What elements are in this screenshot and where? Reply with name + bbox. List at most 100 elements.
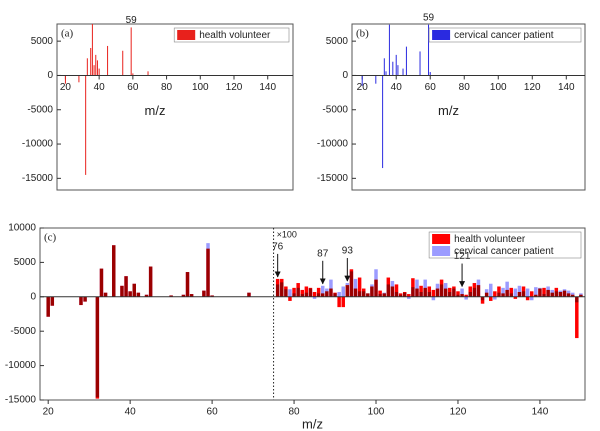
- x-tick-label: 120: [450, 407, 467, 418]
- bar: [288, 289, 292, 297]
- bar: [431, 289, 436, 297]
- bar: [439, 284, 444, 297]
- bar: [333, 293, 337, 297]
- bar: [390, 280, 395, 297]
- bar: [431, 296, 436, 301]
- y-tick-label: 0: [342, 70, 348, 81]
- bar: [460, 288, 464, 297]
- bar: [562, 289, 567, 297]
- x-tick-label: 60: [425, 82, 437, 93]
- bar: [427, 286, 432, 297]
- bar: [280, 282, 284, 297]
- panel-label: (b): [356, 28, 369, 40]
- bar: [308, 288, 313, 297]
- bar: [112, 245, 116, 297]
- x-tick-label: 20: [357, 82, 369, 93]
- bar: [554, 291, 559, 297]
- x-axis-title: m/z: [302, 416, 323, 431]
- bar: [292, 287, 296, 297]
- y-tick-label: -10000: [317, 139, 349, 150]
- bar: [509, 293, 513, 297]
- bar: [136, 292, 141, 297]
- bar: [542, 287, 546, 297]
- bar: [542, 294, 546, 297]
- bar: [312, 296, 317, 299]
- bar: [529, 291, 534, 297]
- bar: [304, 292, 309, 297]
- x-tick-label: 100: [192, 82, 209, 93]
- annotation: 59: [423, 12, 435, 23]
- bar: [361, 291, 366, 297]
- x-tick-label: 100: [368, 407, 385, 418]
- bar: [202, 290, 206, 297]
- x-tick-label: 20: [43, 407, 55, 418]
- bar: [456, 291, 460, 297]
- panel-label: (a): [61, 28, 74, 40]
- x-tick-label: 20: [60, 82, 72, 93]
- bar: [575, 296, 579, 339]
- bar: [443, 283, 448, 297]
- bar: [435, 283, 440, 297]
- y-tick-label: 0: [47, 70, 53, 81]
- bar: [558, 290, 563, 297]
- bar: [394, 291, 399, 297]
- bar: [476, 279, 481, 297]
- bar: [50, 296, 55, 306]
- bar: [312, 291, 317, 297]
- bar: [144, 294, 149, 297]
- bar: [489, 283, 493, 297]
- bar: [378, 290, 382, 297]
- bar: [505, 281, 509, 297]
- bar: [464, 296, 468, 300]
- bar: [398, 294, 403, 297]
- panel: -15000 -10000 -5000 0 5000 20 40 60 80 100 120 140 m…: [22, 15, 294, 191]
- bar: [419, 285, 423, 297]
- bar: [99, 268, 104, 297]
- bar: [169, 295, 173, 297]
- bar: [534, 287, 538, 297]
- y-tick-label: 10000: [8, 223, 36, 234]
- bar: [79, 296, 83, 306]
- bar: [472, 287, 477, 297]
- bar: [275, 284, 280, 297]
- y-tick-label: 0: [30, 291, 36, 302]
- bar: [296, 287, 300, 297]
- bar: [493, 291, 497, 297]
- x-tick-label: 120: [524, 82, 541, 93]
- bar: [337, 291, 341, 297]
- x-tick-label: 40: [391, 82, 403, 93]
- bar: [325, 288, 329, 297]
- bar: [148, 266, 153, 297]
- y-tick-label: -10000: [5, 360, 37, 371]
- bar: [357, 277, 362, 297]
- bar: [513, 296, 518, 299]
- bar: [423, 279, 427, 297]
- x-tick-label: 80: [288, 407, 300, 418]
- bar: [513, 288, 518, 297]
- bar: [316, 293, 321, 297]
- legend-label: health volunteer: [454, 234, 526, 245]
- bar: [394, 284, 399, 297]
- bar: [501, 287, 505, 297]
- bar: [386, 284, 391, 297]
- legend-label: cervical cancer patient: [454, 30, 554, 41]
- x-tick-label: 60: [207, 407, 219, 418]
- y-tick-label: -15000: [22, 173, 54, 184]
- annotation: 93: [342, 246, 354, 257]
- plot-frame: [39, 227, 586, 401]
- bar: [181, 294, 186, 297]
- bar: [378, 294, 382, 297]
- bar: [480, 296, 485, 301]
- bar: [366, 293, 370, 297]
- y-tick-label: -10000: [22, 139, 54, 150]
- bar: [304, 286, 309, 297]
- bar: [341, 296, 345, 308]
- bar: [329, 279, 333, 297]
- bar: [370, 284, 374, 297]
- x-tick-label: 60: [127, 82, 139, 93]
- bar: [456, 294, 460, 297]
- bar: [103, 292, 108, 297]
- x-tick-label: 140: [532, 407, 549, 418]
- annotation: 87: [317, 248, 329, 259]
